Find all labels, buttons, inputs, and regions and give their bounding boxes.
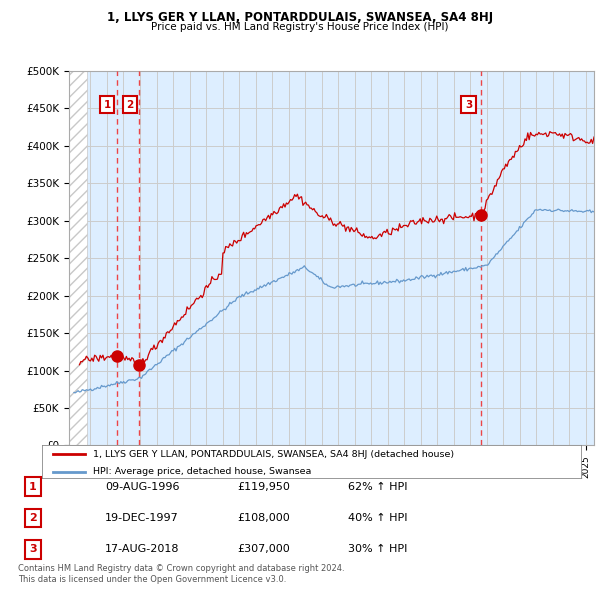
Text: 1, LLYS GER Y LLAN, PONTARDDULAIS, SWANSEA, SA4 8HJ (detached house): 1, LLYS GER Y LLAN, PONTARDDULAIS, SWANS… (94, 450, 454, 459)
Text: £119,950: £119,950 (237, 482, 290, 491)
Text: £108,000: £108,000 (237, 513, 290, 523)
Text: 3: 3 (29, 545, 37, 554)
FancyBboxPatch shape (42, 445, 582, 479)
Text: 19-DEC-1997: 19-DEC-1997 (105, 513, 179, 523)
Text: 1, LLYS GER Y LLAN, PONTARDDULAIS, SWANSEA, SA4 8HJ: 1, LLYS GER Y LLAN, PONTARDDULAIS, SWANS… (107, 11, 493, 24)
Text: Contains HM Land Registry data © Crown copyright and database right 2024.: Contains HM Land Registry data © Crown c… (18, 565, 344, 573)
Text: 62% ↑ HPI: 62% ↑ HPI (348, 482, 407, 491)
Text: 1: 1 (103, 100, 110, 110)
Text: This data is licensed under the Open Government Licence v3.0.: This data is licensed under the Open Gov… (18, 575, 286, 584)
Text: 3: 3 (465, 100, 472, 110)
Text: HPI: Average price, detached house, Swansea: HPI: Average price, detached house, Swan… (94, 467, 311, 476)
Text: 1: 1 (29, 482, 37, 491)
Text: 40% ↑ HPI: 40% ↑ HPI (348, 513, 407, 523)
Text: Price paid vs. HM Land Registry's House Price Index (HPI): Price paid vs. HM Land Registry's House … (151, 22, 449, 32)
Text: 17-AUG-2018: 17-AUG-2018 (105, 545, 179, 554)
Text: £307,000: £307,000 (237, 545, 290, 554)
Text: 2: 2 (29, 513, 37, 523)
Text: 30% ↑ HPI: 30% ↑ HPI (348, 545, 407, 554)
Text: 2: 2 (127, 100, 134, 110)
Text: 09-AUG-1996: 09-AUG-1996 (105, 482, 179, 491)
